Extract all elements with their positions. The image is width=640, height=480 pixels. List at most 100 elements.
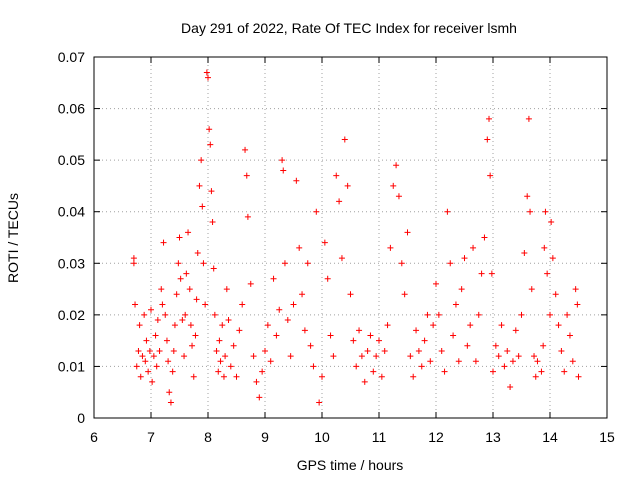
data-point bbox=[236, 327, 243, 334]
data-point bbox=[133, 363, 140, 370]
data-point bbox=[223, 286, 230, 293]
data-point bbox=[152, 332, 159, 339]
data-point bbox=[575, 373, 582, 380]
data-point bbox=[350, 337, 357, 344]
data-point bbox=[167, 399, 174, 406]
data-point bbox=[177, 275, 184, 282]
data-point bbox=[293, 177, 300, 184]
data-point bbox=[156, 347, 163, 354]
scatter-points bbox=[130, 69, 582, 406]
data-point bbox=[239, 301, 246, 308]
data-point bbox=[250, 353, 257, 360]
data-point bbox=[280, 167, 287, 174]
data-point bbox=[137, 373, 144, 380]
data-point bbox=[182, 311, 189, 318]
data-point bbox=[509, 358, 516, 365]
data-point bbox=[364, 347, 371, 354]
data-point bbox=[387, 244, 394, 251]
x-tick-label: 12 bbox=[428, 429, 444, 445]
data-point bbox=[341, 136, 348, 143]
data-point bbox=[336, 198, 343, 205]
data-point bbox=[464, 342, 471, 349]
data-point bbox=[540, 342, 547, 349]
data-point bbox=[307, 342, 314, 349]
data-point bbox=[498, 322, 505, 329]
data-point bbox=[227, 363, 234, 370]
data-point bbox=[542, 208, 549, 215]
data-point bbox=[181, 353, 188, 360]
data-point bbox=[518, 311, 525, 318]
data-point bbox=[564, 311, 571, 318]
data-point bbox=[130, 255, 137, 262]
data-point bbox=[243, 172, 250, 179]
data-point bbox=[376, 337, 382, 344]
data-point bbox=[203, 69, 210, 76]
data-point bbox=[299, 291, 306, 298]
data-point bbox=[438, 347, 445, 354]
data-point bbox=[270, 275, 277, 282]
data-point bbox=[407, 353, 414, 360]
data-point bbox=[404, 229, 411, 236]
data-point bbox=[433, 280, 439, 287]
data-point bbox=[358, 353, 365, 360]
data-point bbox=[574, 301, 581, 308]
data-point bbox=[173, 291, 180, 298]
y-tick-label: 0.03 bbox=[58, 255, 85, 271]
data-point bbox=[418, 363, 425, 370]
data-point bbox=[200, 260, 207, 267]
data-point bbox=[458, 286, 465, 293]
data-point bbox=[481, 234, 488, 241]
data-point bbox=[163, 337, 170, 344]
data-point bbox=[267, 358, 274, 365]
y-axis-label: ROTI / TECUs bbox=[5, 193, 21, 283]
data-point bbox=[206, 126, 213, 133]
data-point bbox=[287, 353, 294, 360]
data-point bbox=[211, 311, 218, 318]
data-point bbox=[219, 322, 226, 329]
data-point bbox=[541, 244, 548, 251]
data-point bbox=[276, 306, 283, 313]
data-point bbox=[256, 394, 263, 401]
data-point bbox=[170, 347, 177, 354]
x-tick-label: 6 bbox=[90, 429, 98, 445]
data-point bbox=[410, 373, 417, 380]
data-point bbox=[470, 244, 477, 251]
data-point bbox=[176, 234, 183, 241]
data-point bbox=[490, 368, 496, 375]
data-point bbox=[253, 378, 260, 385]
data-point bbox=[441, 368, 448, 375]
data-point bbox=[233, 373, 240, 380]
data-point bbox=[487, 172, 494, 179]
data-point bbox=[384, 322, 391, 329]
data-point bbox=[162, 311, 169, 318]
data-point bbox=[264, 322, 271, 329]
axis-ticks bbox=[93, 56, 608, 419]
data-point bbox=[166, 389, 173, 396]
data-point bbox=[395, 193, 402, 200]
data-point bbox=[528, 286, 535, 293]
data-point bbox=[313, 208, 320, 215]
data-point bbox=[143, 337, 150, 344]
data-point bbox=[183, 270, 190, 277]
x-tick-label: 8 bbox=[204, 429, 212, 445]
data-point bbox=[145, 368, 152, 375]
data-point bbox=[527, 208, 534, 215]
data-point bbox=[149, 378, 156, 385]
data-point bbox=[148, 306, 154, 313]
x-tick-label: 7 bbox=[147, 429, 155, 445]
y-tick-labels: 0 0.01 0.02 0.03 0.04 0.05 0.06 0.07 bbox=[58, 49, 85, 426]
data-point bbox=[390, 182, 397, 189]
data-point bbox=[217, 358, 224, 365]
data-point bbox=[290, 301, 297, 308]
data-point bbox=[534, 358, 541, 365]
data-point bbox=[430, 322, 437, 329]
data-point bbox=[444, 208, 451, 215]
data-point bbox=[447, 260, 454, 267]
plot-frame bbox=[93, 56, 608, 419]
data-point bbox=[187, 322, 194, 329]
data-point bbox=[153, 363, 160, 370]
data-point bbox=[199, 203, 206, 210]
data-point bbox=[492, 342, 499, 349]
data-point bbox=[378, 373, 385, 380]
